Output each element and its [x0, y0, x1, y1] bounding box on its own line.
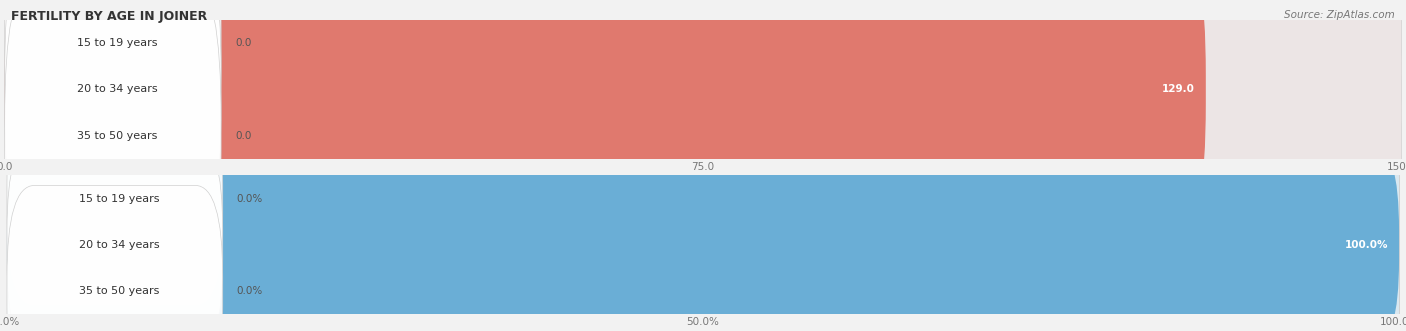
Text: 35 to 50 years: 35 to 50 years [79, 286, 159, 296]
FancyBboxPatch shape [4, 0, 1402, 229]
FancyBboxPatch shape [4, 0, 221, 241]
Text: Source: ZipAtlas.com: Source: ZipAtlas.com [1284, 10, 1395, 20]
Text: 15 to 19 years: 15 to 19 years [79, 194, 159, 204]
FancyBboxPatch shape [4, 0, 221, 287]
Text: 0.0%: 0.0% [236, 194, 263, 204]
Text: 0.0%: 0.0% [236, 286, 263, 296]
FancyBboxPatch shape [7, 147, 1399, 331]
FancyBboxPatch shape [7, 147, 1399, 331]
Text: 35 to 50 years: 35 to 50 years [77, 131, 157, 141]
Text: FERTILITY BY AGE IN JOINER: FERTILITY BY AGE IN JOINER [11, 10, 208, 23]
FancyBboxPatch shape [7, 185, 222, 331]
FancyBboxPatch shape [4, 0, 1402, 276]
FancyBboxPatch shape [4, 0, 1206, 229]
FancyBboxPatch shape [7, 93, 222, 305]
Text: 100.0%: 100.0% [1344, 240, 1388, 250]
FancyBboxPatch shape [4, 0, 221, 195]
Text: 15 to 19 years: 15 to 19 years [77, 38, 157, 48]
FancyBboxPatch shape [4, 0, 1402, 183]
FancyBboxPatch shape [7, 139, 222, 331]
Text: 20 to 34 years: 20 to 34 years [77, 84, 157, 94]
FancyBboxPatch shape [7, 193, 1399, 331]
Text: 0.0: 0.0 [235, 131, 252, 141]
Text: 0.0: 0.0 [235, 38, 252, 48]
Text: 20 to 34 years: 20 to 34 years [79, 240, 159, 250]
Text: 129.0: 129.0 [1161, 84, 1195, 94]
FancyBboxPatch shape [7, 100, 1399, 297]
